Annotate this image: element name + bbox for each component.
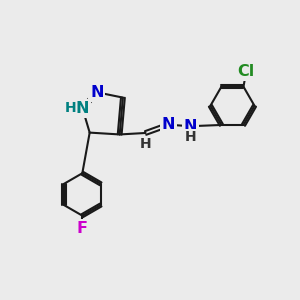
- Text: Cl: Cl: [237, 64, 254, 79]
- Text: H: H: [185, 130, 197, 144]
- Text: N: N: [162, 117, 175, 132]
- Text: F: F: [77, 220, 88, 236]
- Text: N: N: [76, 101, 89, 116]
- Text: N: N: [90, 85, 104, 100]
- Text: H: H: [64, 101, 76, 116]
- Text: H: H: [140, 137, 152, 151]
- Text: N: N: [184, 119, 197, 134]
